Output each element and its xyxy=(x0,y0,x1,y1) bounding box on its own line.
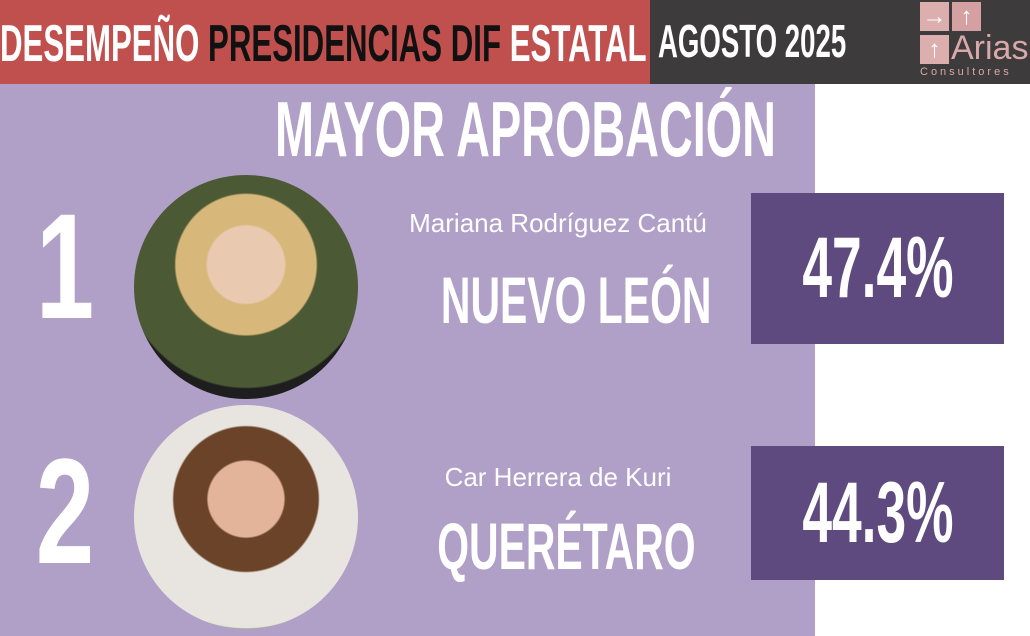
approval-box: 47.4% xyxy=(751,193,1004,344)
header-title-bar: DESEMPEÑO PRESIDENCIAS DIF ESTATAL xyxy=(0,0,650,84)
approval-box: 44.3% xyxy=(751,446,1004,580)
arrow-up-icon: ↑ xyxy=(952,2,981,31)
title-part-2: PRESIDENCIAS DIF xyxy=(208,15,502,73)
portrait-photo xyxy=(134,405,358,629)
ranking-panel xyxy=(0,84,815,636)
logo-brand: Arias xyxy=(951,29,1029,67)
title-part-3: ESTATAL xyxy=(509,15,647,73)
approval-value: 44.3% xyxy=(801,464,954,561)
state-name: QUERÉTARO xyxy=(437,509,696,583)
arias-logo: → ↑ ↑ Arias Consultores xyxy=(920,2,1030,82)
portrait-photo xyxy=(134,175,358,399)
logo-subtitle: Consultores xyxy=(920,66,1012,78)
rank-number: 1 xyxy=(35,182,95,350)
section-title: MAYOR APROBACIÓN xyxy=(275,85,776,173)
title-part-1: DESEMPEÑO xyxy=(0,15,200,73)
person-name: Car Herrera de Kuri xyxy=(444,462,672,492)
arrow-right-icon: → xyxy=(920,2,949,31)
date-label: AGOSTO 2025 xyxy=(658,15,847,67)
page-title: DESEMPEÑO PRESIDENCIAS DIF ESTATAL xyxy=(0,14,1000,74)
approval-value: 47.4% xyxy=(801,220,954,316)
arrow-up-icon: ↑ xyxy=(920,35,949,64)
person-name: Mariana Rodríguez Cantú xyxy=(409,208,707,238)
header-date-bar: AGOSTO 2025 → ↑ ↑ Arias Consultores xyxy=(650,0,1030,84)
state-name: NUEVO LEÓN xyxy=(440,263,712,337)
rank-number: 2 xyxy=(35,427,95,595)
